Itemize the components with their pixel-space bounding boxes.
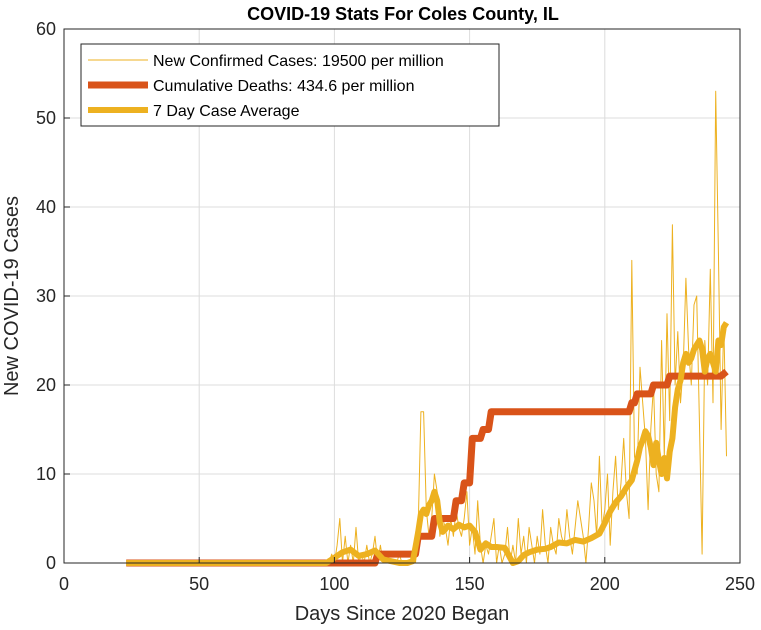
legend-box bbox=[80, 43, 500, 127]
y-tick-label: 0 bbox=[46, 553, 56, 573]
series-7-day-average bbox=[126, 321, 730, 566]
x-tick-label: 50 bbox=[189, 574, 209, 594]
series-cumulative-deaths bbox=[126, 368, 729, 567]
legend-label-new-cases: New Confirmed Cases: 19500 per million bbox=[153, 53, 444, 70]
x-axis-ticks: 0 50 100 150 200 250 bbox=[59, 557, 755, 594]
legend: New Confirmed Cases: 19500 per million C… bbox=[80, 43, 500, 127]
x-tick-label: 250 bbox=[725, 574, 755, 594]
x-tick-label: 200 bbox=[590, 574, 620, 594]
y-axis-ticks: 0 10 20 30 40 50 60 bbox=[36, 19, 70, 573]
chart-title: COVID-19 Stats For Coles County, IL bbox=[247, 4, 559, 24]
x-tick-label: 150 bbox=[455, 574, 485, 594]
y-tick-label: 50 bbox=[36, 108, 56, 128]
x-axis-label: Days Since 2020 Began bbox=[295, 603, 510, 625]
x-tick-label: 0 bbox=[59, 574, 69, 594]
legend-label-cumulative-deaths: Cumulative Deaths: 434.6 per million bbox=[153, 78, 414, 95]
x-tick-label: 100 bbox=[319, 574, 349, 594]
y-tick-label: 60 bbox=[36, 19, 56, 39]
y-tick-label: 30 bbox=[36, 286, 56, 306]
y-tick-label: 40 bbox=[36, 197, 56, 217]
legend-label-7-day-average: 7 Day Case Average bbox=[153, 103, 300, 120]
y-tick-label: 20 bbox=[36, 375, 56, 395]
y-axis-label: New COVID-19 Cases bbox=[1, 196, 23, 396]
y-tick-label: 10 bbox=[36, 464, 56, 484]
